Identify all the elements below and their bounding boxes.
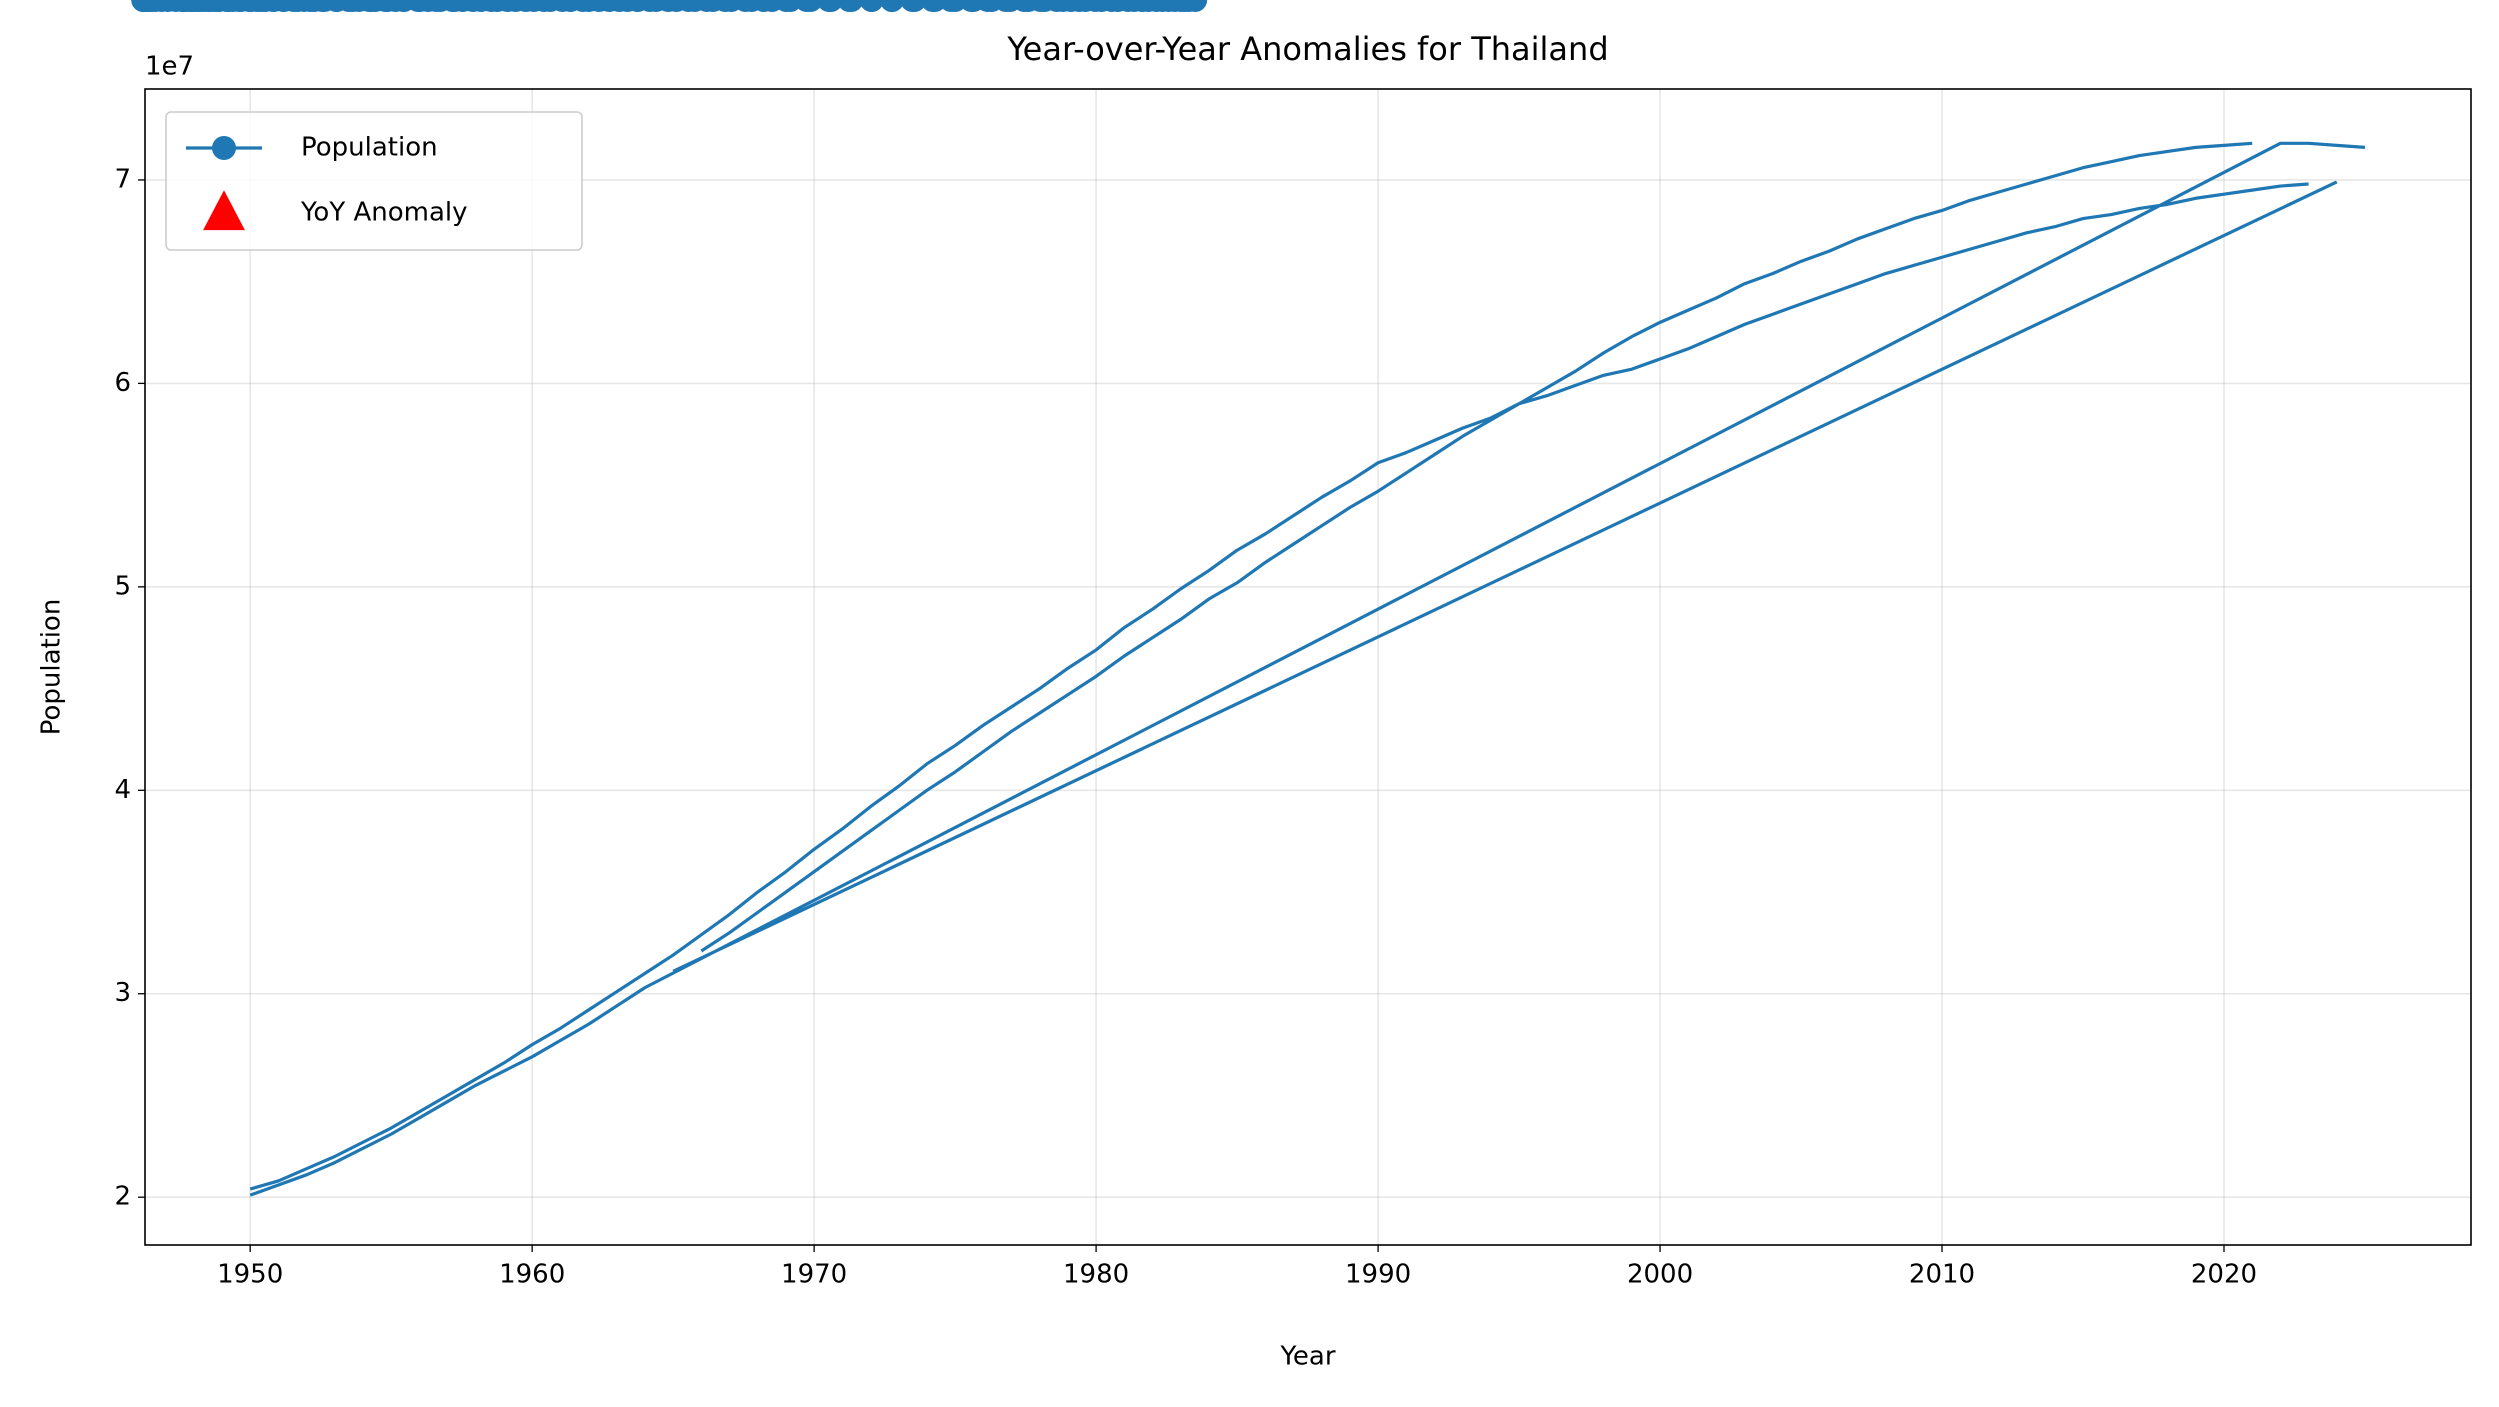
point (625, 0, 650, 12)
point (880, 0, 905, 12)
point (998, 0, 1023, 12)
point (700, 0, 725, 12)
point (739, 0, 764, 12)
x-axis-label: Year (1279, 1342, 1335, 1372)
x-tick-label: 1950 (217, 1260, 283, 1290)
y-tick-label: 4 (114, 775, 131, 805)
x-tick-label: 2010 (1909, 1260, 1975, 1290)
point (532, 0, 557, 12)
point (959, 0, 984, 12)
point (1050, 0, 1075, 12)
point (513, 0, 538, 12)
y-tick-label: 3 (114, 978, 131, 1008)
series (249, 141, 2366, 1197)
point (644, 0, 669, 12)
point (550, 0, 575, 12)
point (682, 0, 707, 12)
x-tick-label: 1970 (781, 1260, 847, 1290)
point (939, 0, 964, 12)
y-tick-label: 2 (114, 1182, 131, 1212)
point (479, 0, 504, 12)
legend-marker (203, 190, 245, 231)
y-tick-label: 5 (114, 571, 131, 601)
x-tick-label: 1960 (499, 1260, 565, 1290)
y-tick-label: 6 (114, 368, 131, 398)
point (570, 0, 595, 12)
x-tick-label: 2020 (2191, 1260, 2257, 1290)
point (818, 0, 843, 12)
x-tick-label: 1990 (1345, 1260, 1411, 1290)
point (172, 0, 197, 12)
chart-title: Year-over-Year Anomalies for Thailand (1006, 30, 1608, 68)
axes-frame (144, 88, 2472, 1246)
legend-marker (212, 136, 236, 160)
point (719, 0, 744, 12)
legend-label: YoY Anomaly (300, 198, 468, 228)
point (900, 0, 925, 12)
point (460, 0, 485, 12)
point (131, 0, 156, 12)
point (607, 0, 632, 12)
line (249, 141, 2366, 1197)
legend-label: Population (301, 133, 438, 163)
x-tick-label: 1980 (1063, 1260, 1129, 1290)
legend-box (165, 111, 583, 251)
x-tick-label: 2000 (1627, 1260, 1693, 1290)
y-offset-label: 1e7 (145, 52, 194, 82)
point (798, 0, 823, 12)
y-axis-label: Population (37, 599, 67, 736)
point (859, 0, 884, 12)
y-tick-label: 7 (114, 164, 131, 194)
point (920, 0, 945, 12)
point (759, 0, 784, 12)
point (442, 0, 467, 12)
point (839, 0, 864, 12)
point (778, 0, 803, 12)
point (979, 0, 1004, 12)
point (664, 0, 689, 12)
point (1016, 0, 1041, 12)
